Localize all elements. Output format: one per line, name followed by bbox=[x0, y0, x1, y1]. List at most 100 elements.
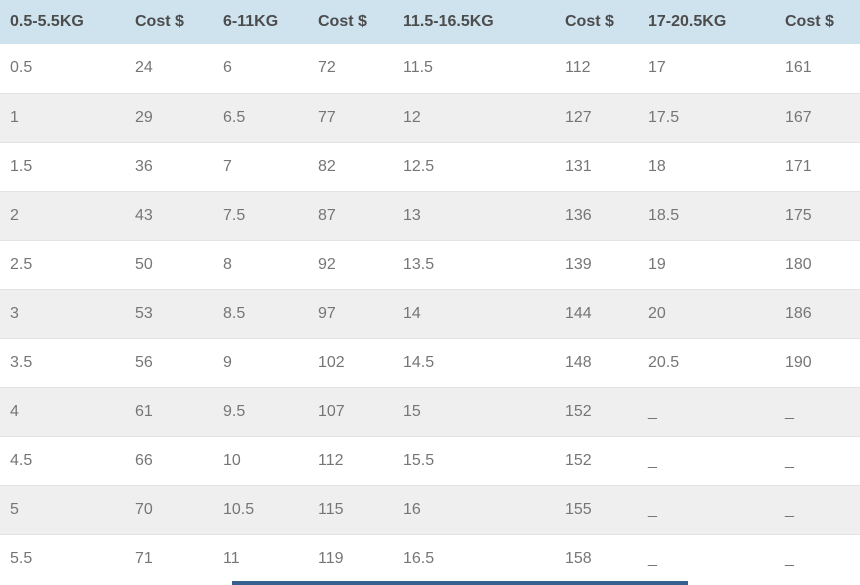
weight-cell: 13 bbox=[393, 190, 555, 240]
horizontal-scrollbar-thumb[interactable] bbox=[232, 581, 688, 585]
weight-cell: 0.5 bbox=[10, 59, 33, 77]
table-row: 3 53 8.5 97 14 144 20 186 bbox=[0, 288, 860, 338]
column-header: 6-11KG bbox=[213, 0, 308, 44]
weight-cell: 18.5 bbox=[638, 190, 775, 240]
cost-cell: 53 bbox=[125, 288, 213, 338]
column-header: 17-20.5KG bbox=[638, 0, 775, 44]
weight-cell: 9 bbox=[213, 337, 308, 387]
cost-cell: 119 bbox=[308, 533, 393, 583]
weight-cell: 6.5 bbox=[213, 92, 308, 142]
weight-cell: 3.5 bbox=[0, 337, 125, 387]
cost-cell: 43 bbox=[125, 190, 213, 240]
cost-cell: 102 bbox=[308, 337, 393, 387]
weight-cell: 16 bbox=[393, 484, 555, 534]
weight-cell: 17 bbox=[648, 59, 666, 77]
cost-cell: 112 bbox=[565, 59, 591, 77]
weight-cell: 10.5 bbox=[213, 484, 308, 534]
table-row: 3.5 56 9 102 14.5 148 20.5 190 bbox=[0, 337, 860, 387]
table-row: 1.5 36 7 82 12.5 131 18 171 bbox=[0, 141, 860, 191]
cost-cell: _ bbox=[775, 533, 860, 583]
cost-cell: 72 bbox=[318, 59, 336, 77]
table-body: 0.5 24 6 72 11.5 112 17 161 1 29 6.5 77 12 127 17.5 167… bbox=[0, 44, 860, 583]
weight-cell: 20 bbox=[638, 288, 775, 338]
cost-cell: 158 bbox=[555, 533, 638, 583]
weight-cell: 11.5 bbox=[403, 59, 433, 77]
cost-cell: 180 bbox=[775, 239, 860, 289]
weight-cell: 2.5 bbox=[0, 239, 125, 289]
table-row: 2 43 7.5 87 13 136 18.5 175 bbox=[0, 190, 860, 240]
cost-cell: _ bbox=[775, 386, 860, 436]
weight-cell: 13.5 bbox=[393, 239, 555, 289]
cost-cell: 56 bbox=[125, 337, 213, 387]
weight-cell: 8 bbox=[213, 239, 308, 289]
cost-cell: 152 bbox=[555, 435, 638, 485]
cost-cell: _ bbox=[775, 435, 860, 485]
cost-cell: 127 bbox=[555, 92, 638, 142]
weight-cell: 7 bbox=[213, 141, 308, 191]
weight-cell: 15 bbox=[393, 386, 555, 436]
weight-cell: 5 bbox=[0, 484, 125, 534]
weight-cell: 9.5 bbox=[213, 386, 308, 436]
column-header: Cost $ bbox=[125, 0, 213, 44]
weight-cell: 16.5 bbox=[393, 533, 555, 583]
column-header: 0.5-5.5KG bbox=[0, 0, 125, 44]
cost-cell: 155 bbox=[555, 484, 638, 534]
cost-cell: 167 bbox=[775, 92, 860, 142]
cost-cell: 107 bbox=[308, 386, 393, 436]
weight-cell: 10 bbox=[213, 435, 308, 485]
weight-cell: 1 bbox=[0, 92, 125, 142]
weight-cell: 11 bbox=[213, 533, 308, 583]
cost-cell: 70 bbox=[125, 484, 213, 534]
cost-cell: 161 bbox=[785, 59, 812, 77]
cost-cell: 29 bbox=[125, 92, 213, 142]
cost-cell: 186 bbox=[775, 288, 860, 338]
column-header: Cost $ bbox=[555, 0, 638, 44]
cost-cell: 66 bbox=[125, 435, 213, 485]
weight-cell: 12.5 bbox=[393, 141, 555, 191]
weight-cell: 18 bbox=[638, 141, 775, 191]
weight-cell: 6 bbox=[223, 59, 232, 77]
table-row: 1 29 6.5 77 12 127 17.5 167 bbox=[0, 92, 860, 142]
cost-cell: 175 bbox=[775, 190, 860, 240]
column-header: Cost $ bbox=[775, 0, 860, 44]
cost-cell: 50 bbox=[125, 239, 213, 289]
weight-cell: 1.5 bbox=[0, 141, 125, 191]
cost-cell: 61 bbox=[125, 386, 213, 436]
weight-cell: 12 bbox=[393, 92, 555, 142]
table-row: 5 70 10.5 115 16 155 _ _ bbox=[0, 484, 860, 534]
weight-cell: 20.5 bbox=[638, 337, 775, 387]
weight-cell: _ bbox=[638, 484, 775, 534]
cost-cell: 171 bbox=[775, 141, 860, 191]
table-row: 2.5 50 8 92 13.5 139 19 180 bbox=[0, 239, 860, 289]
cost-cell: 36 bbox=[125, 141, 213, 191]
cost-cell: 144 bbox=[555, 288, 638, 338]
cost-cell: 131 bbox=[555, 141, 638, 191]
table-row: 4.5 66 10 112 15.5 152 _ _ bbox=[0, 435, 860, 485]
weight-cell: 3 bbox=[0, 288, 125, 338]
weight-cell: _ bbox=[638, 435, 775, 485]
weight-cell: 5.5 bbox=[0, 533, 125, 583]
cost-cell: 136 bbox=[555, 190, 638, 240]
column-header: 11.5-16.5KG bbox=[393, 0, 555, 44]
weight-cell: 17.5 bbox=[638, 92, 775, 142]
table-row: 0.5 24 6 72 11.5 112 17 161 bbox=[0, 44, 860, 93]
weight-cell: 2 bbox=[0, 190, 125, 240]
cost-cell: 115 bbox=[308, 484, 393, 534]
weight-cell: 7.5 bbox=[213, 190, 308, 240]
cost-cell: 190 bbox=[775, 337, 860, 387]
cost-cell: 82 bbox=[308, 141, 393, 191]
weight-cell: _ bbox=[638, 533, 775, 583]
cost-cell: 152 bbox=[555, 386, 638, 436]
weight-cell: 4 bbox=[0, 386, 125, 436]
weight-cell: 8.5 bbox=[213, 288, 308, 338]
column-header: Cost $ bbox=[308, 0, 393, 44]
weight-cell: _ bbox=[638, 386, 775, 436]
cost-cell: 139 bbox=[555, 239, 638, 289]
cost-cell: 87 bbox=[308, 190, 393, 240]
cost-cell: 97 bbox=[308, 288, 393, 338]
cost-cell: _ bbox=[775, 484, 860, 534]
cost-cell: 24 bbox=[135, 59, 153, 77]
cost-cell: 92 bbox=[308, 239, 393, 289]
cost-cell: 148 bbox=[555, 337, 638, 387]
